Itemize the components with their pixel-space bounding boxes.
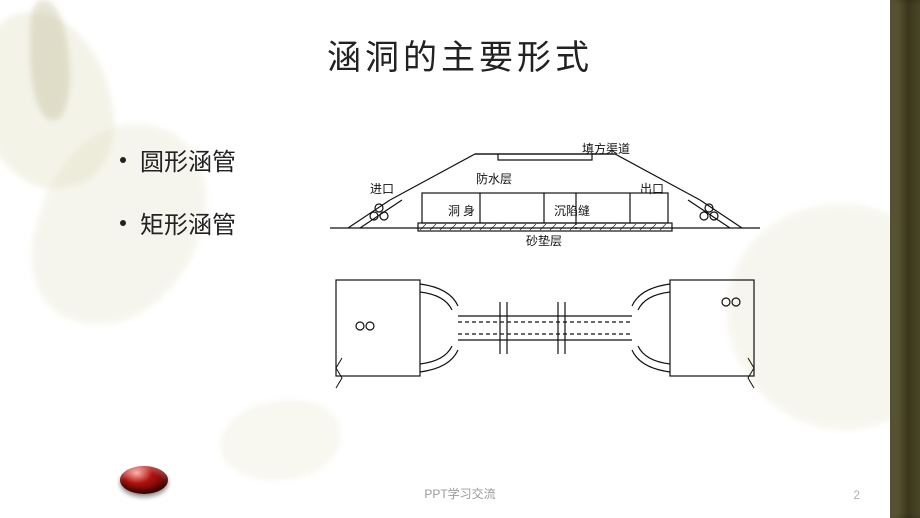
watermark-stem [30, 0, 70, 120]
watermark-leaf [220, 400, 340, 480]
list-item: 矩形涵管 [120, 205, 236, 240]
bullet-text: 圆形涵管 [140, 142, 236, 177]
label-inlet: 进口 [370, 180, 394, 197]
label-sand-cushion: 砂垫层 [526, 232, 562, 249]
label-body: 洞 身 [448, 202, 475, 219]
label-outlet: 出口 [640, 180, 664, 197]
decorative-jewel-icon [120, 466, 168, 494]
label-embankment: 填方渠道 [582, 140, 630, 157]
footer-text: PPT学习交流 [424, 485, 495, 502]
label-waterproof: 防水层 [476, 170, 512, 187]
watermark-leaf [0, 0, 127, 202]
bullet-list: 圆形涵管 矩形涵管 [120, 142, 236, 268]
culvert-diagram: 填方渠道 防水层 进口 出口 洞 身 沉陷缝 砂垫层 [330, 130, 760, 400]
page-number: 2 [853, 488, 860, 502]
right-border-strip [890, 0, 920, 518]
bullet-dot-icon [120, 157, 126, 163]
diagram-svg [330, 130, 760, 400]
bullet-text: 矩形涵管 [140, 205, 236, 240]
label-settlement-joint: 沉陷缝 [554, 202, 590, 219]
list-item: 圆形涵管 [120, 142, 236, 177]
bullet-dot-icon [120, 220, 126, 226]
page-title: 涵洞的主要形式 [327, 30, 593, 79]
